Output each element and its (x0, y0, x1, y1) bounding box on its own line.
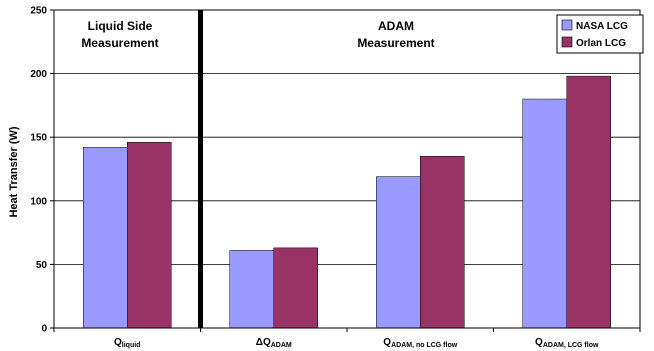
bar-nasa-2 (376, 176, 421, 329)
x-category-label: ΔQADAM (256, 337, 292, 349)
x-category-label: QADAM, LCG flow (535, 337, 599, 349)
y-tick-label: 150 (30, 133, 47, 144)
x-axis-categories: Qliquid ΔQADAM QADAM, no LCG flow QADAM, LC… (53, 328, 641, 349)
y-tick-label: 200 (30, 69, 47, 80)
legend-swatch-nasa (561, 19, 573, 31)
bar-orlan-1 (273, 247, 318, 329)
section-label-liquid-line2: Measurement (81, 36, 158, 50)
bar-orlan-3 (566, 75, 611, 329)
y-axis-label: Heat Transfer (W) (8, 126, 20, 217)
bar-nasa-0 (83, 147, 128, 329)
section-label-liquid-line1: Liquid Side (88, 19, 153, 33)
bar-nasa-3 (522, 98, 567, 329)
section-label-adam-line1: ADAM (378, 19, 414, 33)
y-tick-label: 0 (41, 324, 47, 335)
legend: NASA LCG Orlan LCG (556, 14, 644, 54)
y-tick-label: 100 (30, 196, 47, 207)
x-category-label: Qliquid (114, 337, 140, 349)
bar-orlan-2 (420, 156, 465, 329)
bars (83, 75, 611, 329)
y-tick-label: 250 (30, 6, 47, 17)
y-axis-ticks: 0 50 100 150 200 250 (30, 6, 54, 335)
legend-swatch-orlan (561, 36, 573, 48)
bar-orlan-0 (127, 142, 172, 329)
bar-nasa-1 (229, 250, 274, 329)
section-label-adam-line2: Measurement (357, 36, 434, 50)
x-category-label: QADAM, no LCG flow (383, 337, 457, 349)
legend-label-nasa: NASA LCG (576, 21, 628, 32)
legend-label-orlan: Orlan LCG (576, 38, 626, 49)
y-tick-label: 50 (36, 260, 48, 271)
